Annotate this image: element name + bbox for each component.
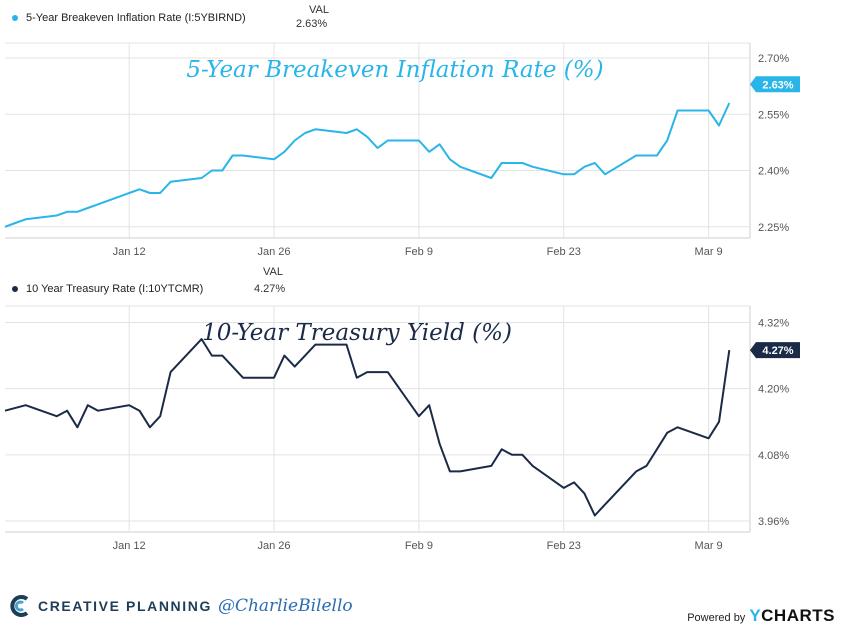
bottom-y-tick-label: 4.32% [758, 318, 789, 330]
bottom-last-value-label: 4.27% [762, 345, 793, 357]
top-x-tick-label: Jan 12 [113, 246, 146, 258]
top-val-header: VAL [309, 4, 329, 16]
bottom-val-header: VAL [263, 266, 283, 278]
bottom-x-tick-label: Jan 12 [113, 540, 146, 552]
top-x-tick-label: Feb 23 [547, 246, 581, 258]
bottom-x-tick-label: Jan 26 [258, 540, 291, 552]
bottom-series-name: 10 Year Treasury Rate (I:10YTCMR) [26, 283, 204, 296]
twitter-handle: @CharlieBilello [217, 596, 353, 616]
top-val-value: 2.63% [296, 18, 328, 30]
bottom-x-tick-label: Feb 9 [405, 540, 433, 552]
powered-by-label: Powered by [687, 612, 746, 624]
top-legend: 5-Year Breakeven Inflation Rate (I:5YBIR… [12, 12, 246, 24]
top-y-tick-label: 2.55% [758, 109, 789, 121]
bottom-y-tick-label: 4.20% [758, 384, 789, 396]
bottom-y-tick-label: 4.08% [758, 450, 789, 462]
bottom-series-line [4, 338, 731, 517]
top-x-tick-label: Mar 9 [695, 246, 723, 258]
top-chart-title: 5-Year Breakeven Inflation Rate (%) [186, 57, 603, 83]
ycharts-logo: YCHARTS [749, 606, 835, 626]
top-x-tick-label: Jan 26 [258, 246, 291, 258]
bottom-series-dot-icon [12, 286, 18, 293]
top-series-line [4, 102, 731, 228]
top-series-dot-icon [12, 15, 18, 22]
powered-by-ycharts: Powered by YCHARTS [687, 606, 835, 626]
top-x-tick-label: Feb 9 [405, 246, 433, 258]
top-y-tick-label: 2.25% [758, 222, 789, 234]
top-last-value-label: 2.63% [762, 79, 793, 91]
ycharts-logo-y: Y [749, 606, 762, 625]
bottom-val-value: 4.27% [254, 283, 286, 295]
bottom-y-tick-label: 3.96% [758, 516, 789, 528]
bottom-x-tick-label: Mar 9 [695, 540, 723, 552]
ycharts-logo-rest: CHARTS [761, 606, 835, 625]
top-y-tick-label: 2.40% [758, 166, 789, 178]
top-series-name: 5-Year Breakeven Inflation Rate (I:5YBIR… [26, 12, 246, 25]
bottom-legend: 10 Year Treasury Rate (I:10YTCMR) [12, 283, 203, 295]
top-y-tick-label: 2.70% [758, 53, 789, 65]
top-last-value-badge [750, 76, 800, 93]
bottom-x-tick-label: Feb 23 [547, 540, 581, 552]
bottom-chart-title: 10-Year Treasury Yield (%) [202, 320, 512, 346]
creative-planning-text: CREATIVE PLANNING [38, 598, 212, 614]
creative-planning-mark-icon [10, 595, 29, 617]
bottom-last-value-badge [750, 342, 800, 359]
creative-planning-logo: CREATIVE PLANNING @CharlieBilello [10, 595, 353, 617]
